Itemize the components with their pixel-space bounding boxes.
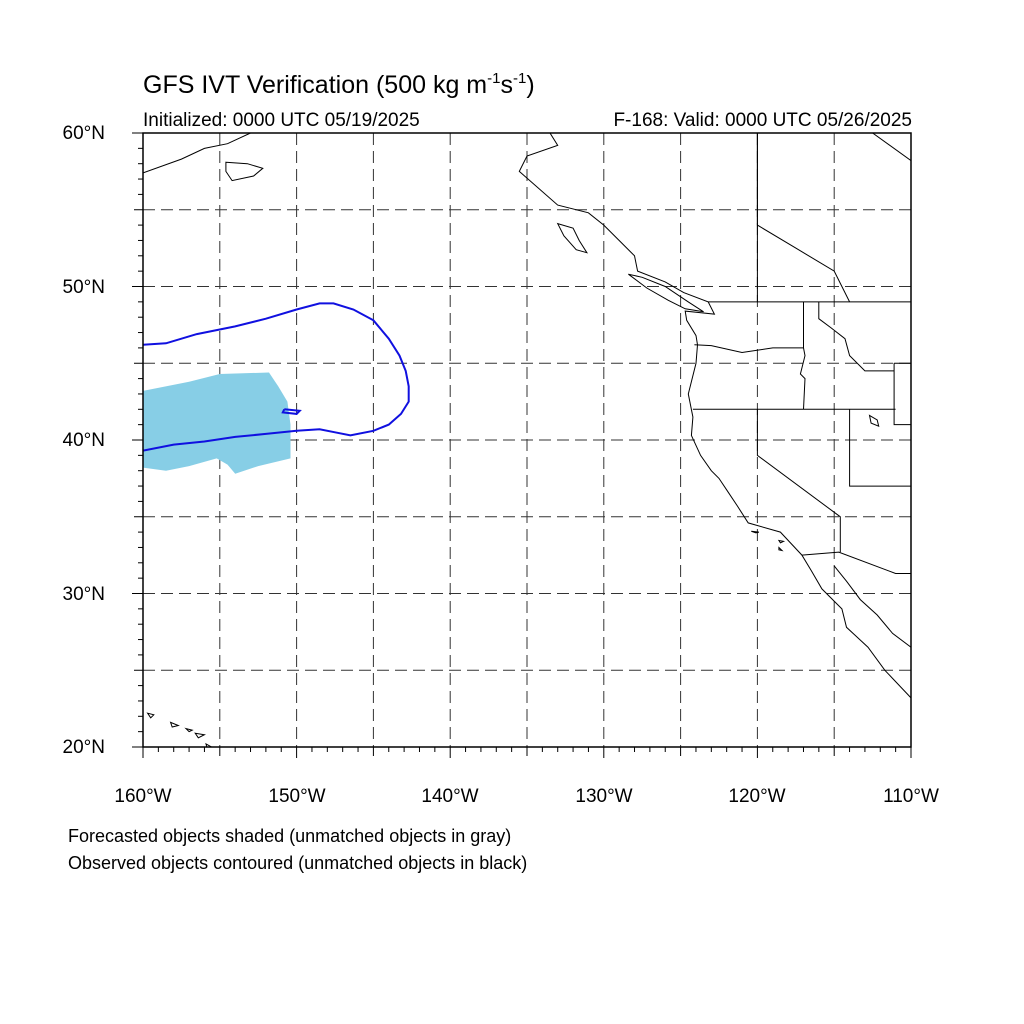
lon-label-110w: 110°W: [883, 786, 939, 807]
lat-label-50n: 50°N: [62, 277, 105, 298]
political-border: [756, 133, 851, 303]
caption-observed: Observed objects contoured (unmatched ob…: [68, 853, 528, 873]
verification-objects: [143, 302, 410, 474]
political-border: [849, 409, 911, 487]
political-border: [801, 551, 911, 574]
valid-time: F-168: Valid: 0000 UTC 05/26/2025: [613, 110, 912, 131]
gulf-of-california-coastline: [833, 565, 911, 648]
political-border: [818, 301, 895, 372]
lon-label-150w: 150°W: [268, 786, 326, 807]
forecast-object-shaded: [143, 372, 291, 474]
channel-island: [751, 530, 760, 534]
initialized-time: Initialized: 0000 UTC 05/19/2025: [143, 110, 420, 131]
axis-ticks: [132, 132, 912, 758]
chart-title: GFS IVT Verification (500 kg m-1s-1): [143, 70, 535, 99]
kodiak-island: [225, 161, 264, 182]
lon-label-140w: 140°W: [421, 786, 479, 807]
mainland-coastline: [518, 133, 911, 699]
caption-forecast: Forecasted objects shaded (unmatched obj…: [68, 826, 512, 846]
lat-label-30n: 30°N: [62, 584, 105, 605]
political-border: [799, 301, 806, 410]
observed-object-contour: [143, 302, 410, 452]
observed-object-contour-small: [281, 408, 302, 415]
channel-island: [778, 546, 784, 552]
lat-label-60n: 60°N: [62, 123, 105, 144]
hawaii-island: [169, 721, 180, 728]
map-frame: [142, 132, 912, 748]
political-border: [694, 344, 804, 354]
hawaii-island: [194, 732, 206, 739]
lon-label-160w: 160°W: [114, 786, 172, 807]
hawaii-island: [146, 712, 155, 719]
political-border: [893, 363, 911, 426]
land-boundaries: [143, 133, 911, 747]
vancouver-island: [628, 273, 704, 313]
political-border: [756, 409, 841, 553]
alaska-coastline: [143, 133, 251, 174]
lat-label-40n: 40°N: [62, 430, 105, 451]
hawaii-island: [184, 727, 194, 733]
great-salt-lake: [868, 414, 880, 428]
haida-gwaii: [556, 222, 589, 254]
channel-island: [777, 539, 786, 544]
graticule-grid: [143, 133, 911, 747]
lon-label-130w: 130°W: [575, 786, 633, 807]
lat-label-20n: 20°N: [62, 737, 105, 758]
lon-label-120w: 120°W: [728, 786, 786, 807]
